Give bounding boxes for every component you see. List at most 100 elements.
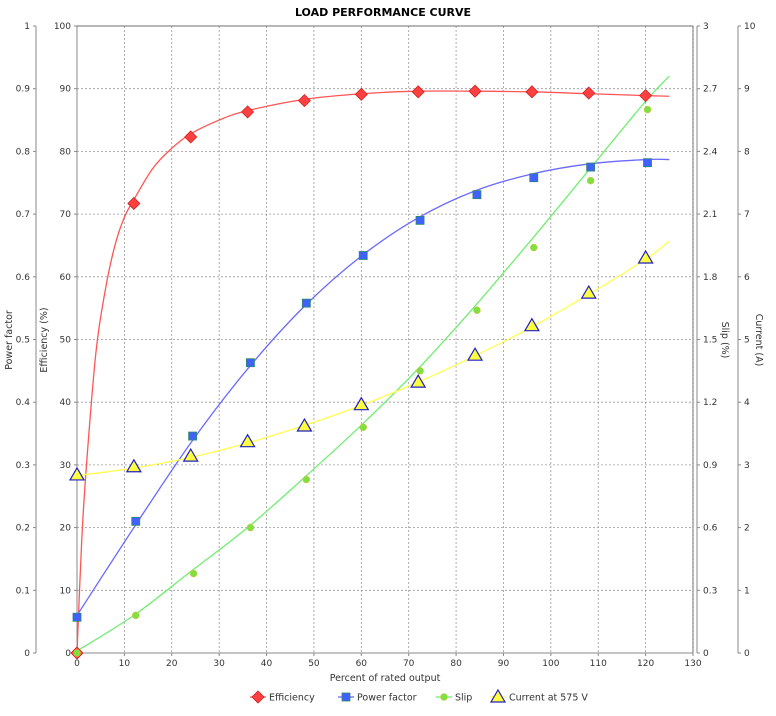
eff-axis-label: Efficiency (%) [39,307,50,372]
efficiency-point [468,84,482,98]
slip-tick-label: 1.8 [703,273,718,283]
efficiency-point [241,105,255,119]
legend-label: Current at 575 V [509,693,588,704]
pf-tick-label: 0.2 [16,524,30,534]
efficiency-point [639,89,653,103]
cur-tick-label: 3 [744,461,750,471]
slip-axis-label: Slip (%) [719,322,730,359]
slip-point [73,649,81,657]
slip-tick-label: 2.7 [703,85,717,95]
x-tick-label: 20 [166,659,178,669]
efficiency-fit-curve [76,90,670,654]
eff-tick-label: 90 [60,85,72,95]
legend-power-factor-icon [341,692,351,702]
x-tick-label: 60 [356,659,368,669]
slip-point [416,367,424,375]
eff-tick-label: 40 [60,398,72,408]
power-factor-point [472,190,482,200]
legend-label: Slip [455,693,472,704]
eff-tick-label: 60 [60,273,72,283]
x-tick-label: 10 [119,659,131,669]
power-factor-point [529,173,539,183]
cur-tick-label: 0 [744,649,750,659]
x-tick-label: 130 [684,659,701,669]
cur-tick-label: 9 [744,85,750,95]
current-axis-label: Current (A) [753,314,764,367]
slip-point [246,523,255,532]
slip-tick-label: 2.4 [703,147,718,157]
pf-axis-label: Power factor [4,310,15,370]
x-tick-label: 0 [74,659,80,669]
slip-tick-label: 1.5 [703,336,717,346]
data-markers [68,84,654,660]
slip-tick-label: 0 [703,649,709,659]
x-axis-label: Percent of rated output [330,673,441,684]
efficiency-point [297,94,312,108]
power-factor-point [246,358,255,368]
x-tick-label: 40 [261,659,273,669]
power-factor-point [131,516,141,526]
axes: 0 10 20 30 40 50 60 70 80 90 100 110 120 13000.10.20.… [16,22,756,669]
cur-tick-label: 6 [744,273,750,283]
cur-tick-label: 7 [744,210,750,220]
cur-tick-label: 10 [744,22,756,32]
slip-tick-label: 2.1 [703,210,717,220]
efficiency-point [354,87,368,101]
slip-tick-label: 0.9 [703,461,718,471]
slip-point [189,569,198,578]
x-tick-label: 30 [213,659,225,669]
current-point [466,346,484,361]
x-tick-label: 110 [590,659,607,669]
current-point [68,466,86,481]
x-tick-label: 90 [498,659,510,669]
efficiency-point [525,85,539,99]
slip-point [586,176,595,185]
cur-tick-label: 1 [744,586,750,596]
power-factor-point [358,251,368,260]
power-factor-point [72,612,82,622]
eff-tick-label: 0 [65,649,71,659]
cur-tick-label: 8 [744,147,750,157]
legend-slip-icon [440,693,448,701]
eff-tick-label: 10 [60,586,72,596]
power-factor-point [188,431,198,441]
power-factor-point [301,298,311,308]
slip-point [359,423,367,432]
slip-tick-label: 1.2 [703,398,717,408]
pf-tick-label: 0.7 [16,210,30,220]
pf-tick-label: 0.5 [16,336,30,346]
current-point [637,249,654,264]
slip-point [302,475,311,484]
current-point [580,284,597,299]
efficiency-point [127,196,141,211]
eff-tick-label: 20 [60,524,72,534]
x-tick-label: 100 [542,659,559,669]
current-point [182,447,199,462]
slip-point [530,243,538,252]
current-point [353,396,370,411]
eff-tick-label: 100 [54,22,71,32]
cur-tick-label: 2 [744,524,750,534]
current-point [410,373,427,388]
x-tick-label: 70 [403,659,415,669]
pf-tick-label: 0.8 [16,147,31,157]
efficiency-point [582,86,596,100]
pf-tick-label: 0.3 [16,461,30,471]
pf-tick-label: 0.6 [16,273,31,283]
legend-label: Efficiency [269,693,315,704]
power-factor-point [586,162,596,172]
x-tick-label: 120 [637,659,654,669]
power-factor-point [415,215,425,225]
slip-tick-label: 3 [703,22,709,32]
efficiency-point [184,130,198,144]
pf-tick-label: 0 [24,649,30,659]
legend-label: Power factor [357,693,417,704]
slip-tick-label: 0.3 [703,586,717,596]
current-point [239,433,256,448]
pf-tick-label: 0.9 [16,85,31,95]
legend: Efficiency Power factor Slip Current at 575… [250,688,588,704]
chart-title: LOAD PERFORMANCE CURVE [295,6,471,19]
efficiency-point [411,85,425,99]
x-tick-label: 50 [308,659,320,669]
